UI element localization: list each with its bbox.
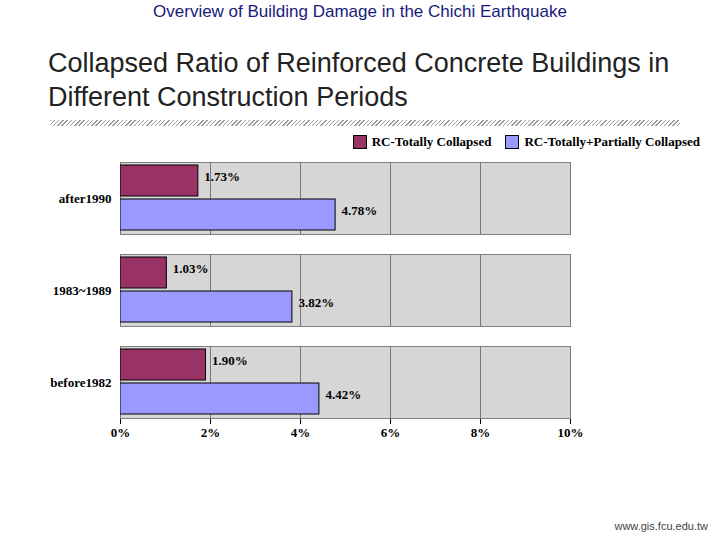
svg-text:4.78%: 4.78% — [342, 203, 378, 218]
html-text:RC-Totally Collapsed: RC-Totally Collapsed — [371, 134, 492, 149]
svg-text:4%: 4% — [291, 425, 311, 440]
svg-text:before1982: before1982 — [50, 375, 111, 390]
html-text:www.gis.fcu.edu.tw: www.gis.fcu.edu.tw — [614, 520, 708, 532]
svg-text:1.90%: 1.90% — [212, 353, 248, 368]
svg-text:4.42%: 4.42% — [325, 387, 361, 402]
svg-text:1.03%: 1.03% — [173, 261, 209, 276]
html-text:RC-Totally+Partially Collapsed: RC-Totally+Partially Collapsed — [524, 134, 700, 149]
svg-text:after1990: after1990 — [59, 191, 112, 206]
html-text:Collapsed Ratio of Reinforced: Collapsed Ratio of Reinforced Concrete B… — [48, 48, 670, 112]
html-text:Overview of Building Damage in: Overview of Building Damage in the Chich… — [153, 2, 567, 21]
svg-text:1.73%: 1.73% — [204, 169, 240, 184]
svg-text:6%: 6% — [381, 425, 401, 440]
svg-text:0%: 0% — [111, 425, 131, 440]
svg-text:8%: 8% — [471, 425, 491, 440]
svg-text:2%: 2% — [201, 425, 221, 440]
svg-text:10%: 10% — [558, 425, 584, 440]
svg-text:3.82%: 3.82% — [298, 295, 334, 310]
svg-text:1983~1989: 1983~1989 — [53, 283, 112, 298]
